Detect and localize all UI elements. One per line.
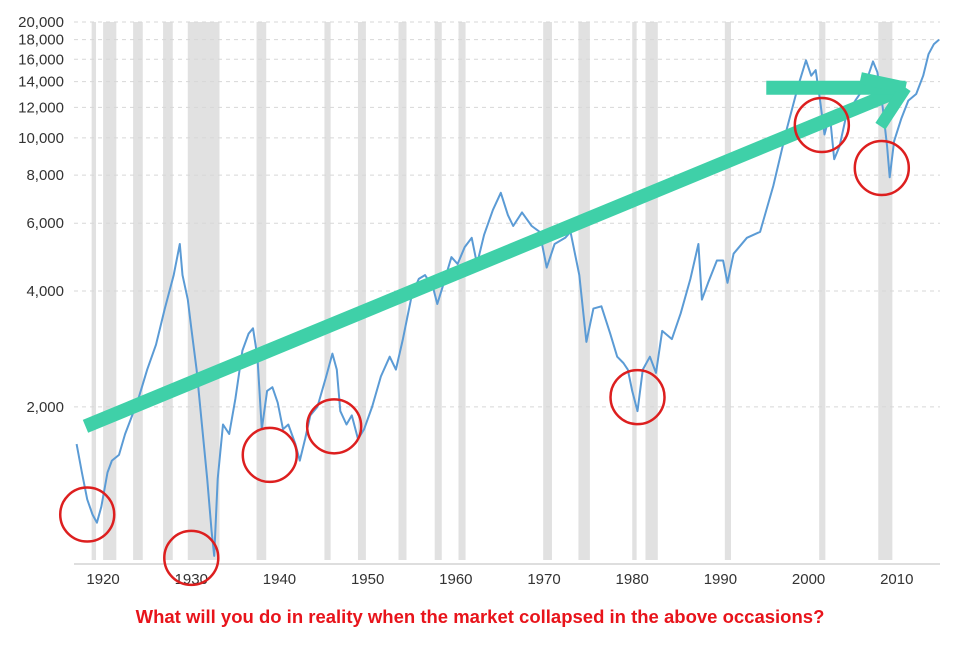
y-tick-label: 4,000: [26, 283, 64, 300]
y-tick-label: 6,000: [26, 215, 64, 232]
y-tick-label: 20,000: [18, 14, 64, 31]
y-tick-label: 18,000: [18, 32, 64, 49]
recession-band: [324, 22, 331, 560]
crash-circle: [305, 398, 363, 455]
chart-caption: What will you do in reality when the mar…: [135, 606, 825, 627]
crash-circle: [163, 529, 220, 587]
crash-circles: [58, 96, 911, 587]
recession-band: [434, 22, 442, 560]
recession-band: [163, 22, 173, 560]
y-tick-label: 10,000: [18, 130, 64, 147]
x-tick-label: 1960: [439, 571, 472, 588]
arrowhead-stroke: [859, 72, 907, 94]
x-tick-label: 1990: [704, 571, 737, 588]
x-tick-label: 1980: [616, 571, 649, 588]
recession-band: [578, 22, 590, 560]
crash-circle: [241, 426, 299, 484]
y-tick-label: 2,000: [26, 399, 64, 416]
recession-band: [724, 22, 731, 560]
crash-circle: [793, 96, 851, 154]
crash-circle: [853, 139, 911, 197]
crash-circle: [58, 486, 116, 543]
y-tick-label: 12,000: [18, 99, 64, 116]
x-tick-label: 2000: [792, 571, 825, 588]
trend-arrow-shaft: [82, 81, 909, 433]
recession-band: [458, 22, 466, 560]
x-tick-label: 1950: [351, 571, 384, 588]
x-tick-label: 1970: [527, 571, 560, 588]
y-tick-label: 8,000: [26, 167, 64, 184]
y-tick-label: 16,000: [18, 51, 64, 68]
y-tick-label: 14,000: [18, 74, 64, 91]
recession-band: [357, 22, 366, 560]
x-axis-labels: 1920 1930 1940 1950 1960 1970 1980 1990 2000 2010: [86, 571, 913, 588]
index-line: [75, 38, 940, 557]
arrowhead-stroke: [875, 84, 911, 130]
crash-circle: [609, 368, 666, 426]
recession-band: [133, 22, 143, 560]
x-tick-label: 1940: [263, 571, 296, 588]
x-tick-label: 2010: [880, 571, 913, 588]
recession-band: [819, 22, 826, 560]
x-tick-label: 1920: [86, 571, 119, 588]
